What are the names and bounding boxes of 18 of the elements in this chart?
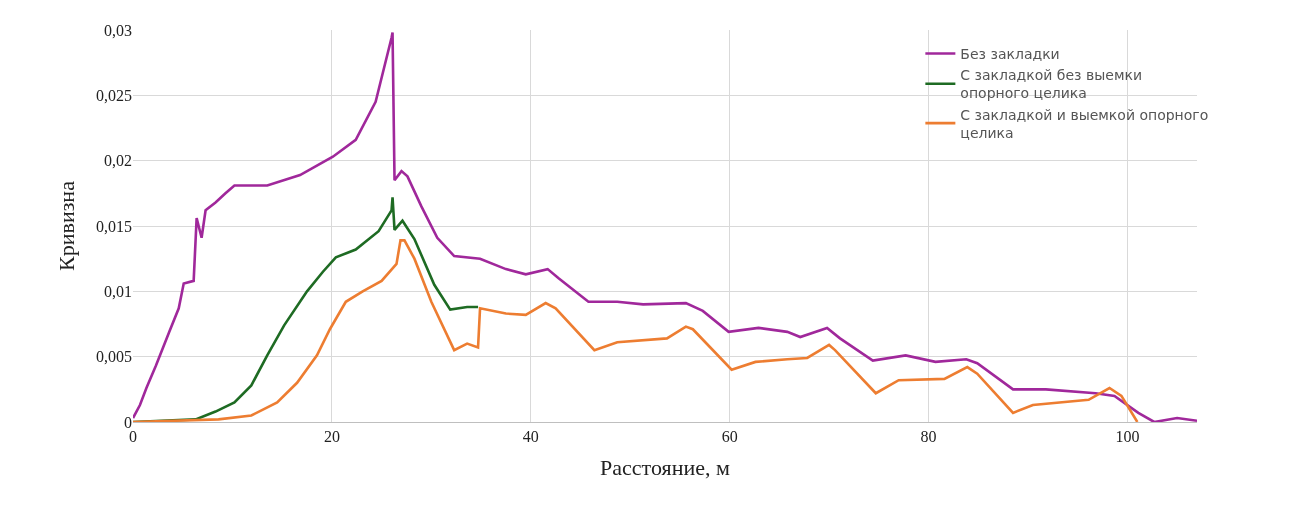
y-tick-label: 0 — [124, 413, 132, 431]
y-tick-label: 0,015 — [96, 217, 132, 235]
legend-label: С закладкой без выемки опорного целика — [960, 67, 1143, 102]
legend-label: Без закладки — [960, 45, 1060, 62]
y-tick-label: 0,02 — [104, 152, 132, 170]
x-tick-label: 100 — [1115, 428, 1140, 446]
x-tick-label: 60 — [721, 428, 738, 446]
line-series — [133, 239, 1139, 422]
x-tick-label: 20 — [323, 428, 340, 446]
y-tick-label: 0,01 — [104, 282, 132, 300]
y-axis-title: Кривизна — [53, 180, 79, 271]
x-tick-label: 80 — [920, 428, 937, 446]
x-tick-label: 40 — [522, 428, 539, 446]
x-axis-title: Расстояние, м — [600, 455, 730, 481]
y-tick-label: 0,025 — [96, 86, 132, 104]
y-tick-label: 0,005 — [96, 348, 132, 366]
y-tick-label: 0,03 — [104, 21, 132, 39]
legend-label: С закладкой и выемкой опорного целика — [960, 106, 1209, 141]
